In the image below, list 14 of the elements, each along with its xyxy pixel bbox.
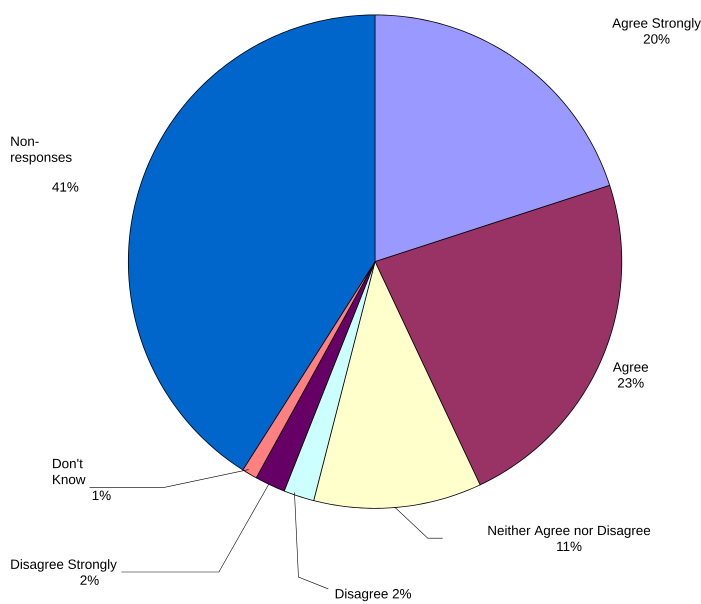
slice-label: Don't Know	[53, 459, 86, 484]
slice-label: Agree Strongly	[612, 18, 701, 31]
slice-label: Neither Agree nor Disagree	[488, 525, 650, 538]
slice-label: Agree	[612, 362, 648, 374]
data-label: 41%	[52, 182, 78, 192]
slice-label: Non-responses	[11, 136, 72, 165]
slice-label: Disagree Strongly	[11, 559, 117, 572]
data-label: 11%	[557, 542, 582, 552]
data-label: 2%	[392, 589, 412, 599]
data-label: 20%	[644, 34, 670, 44]
data-label: 1%	[92, 490, 111, 500]
data-label: 2%	[80, 576, 99, 585]
slice-label: Disagree	[336, 588, 388, 602]
data-label: 23%	[618, 378, 644, 388]
